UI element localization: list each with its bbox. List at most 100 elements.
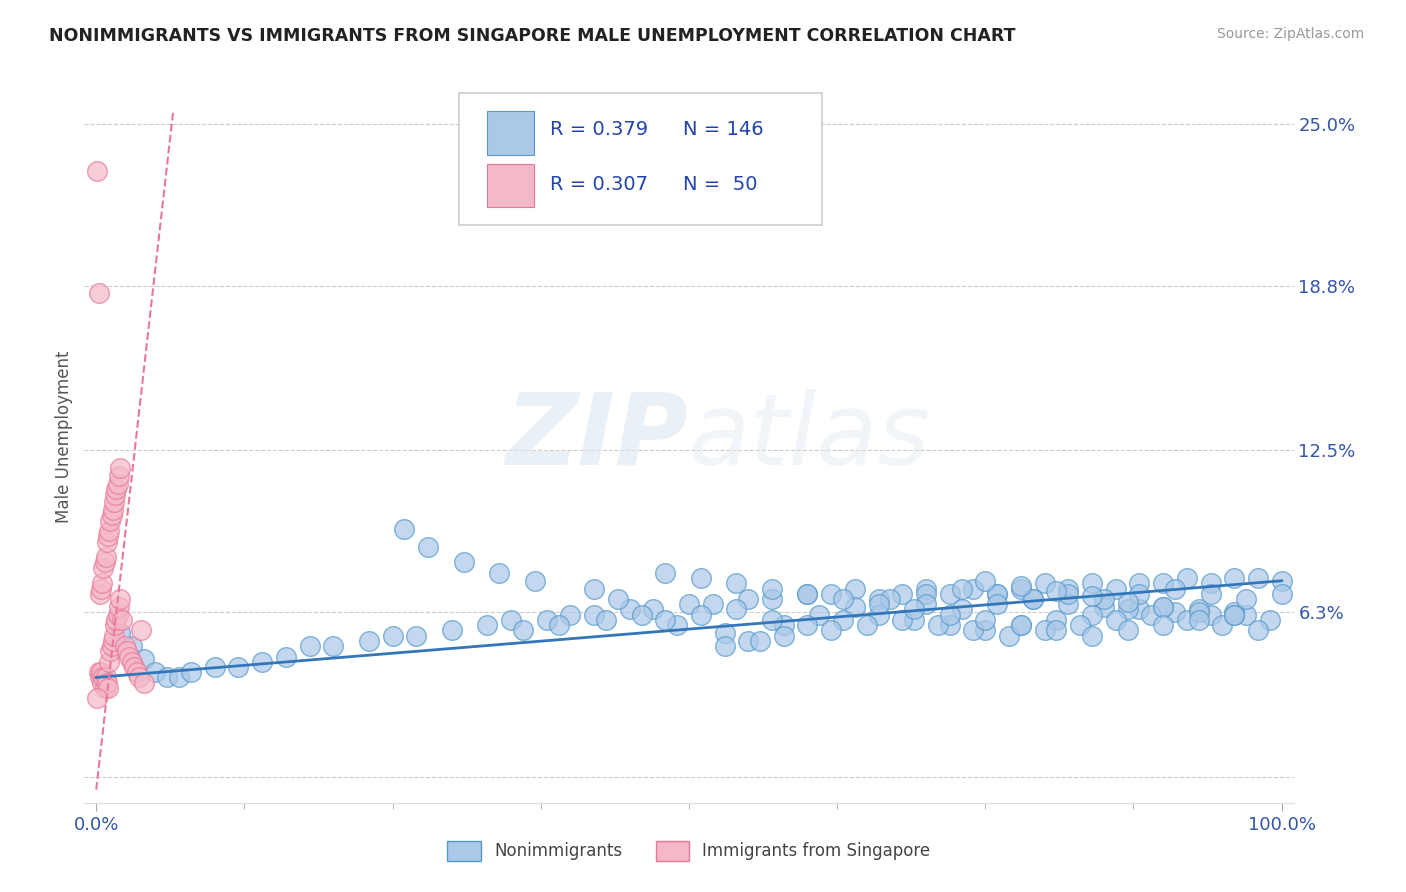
Point xyxy=(89,587,111,601)
Point xyxy=(654,566,676,580)
Point xyxy=(1081,590,1104,604)
Point xyxy=(91,576,114,591)
Point xyxy=(156,670,179,684)
Point xyxy=(1116,594,1139,608)
Point xyxy=(1247,571,1270,585)
Point xyxy=(666,618,689,632)
Point xyxy=(1128,587,1150,601)
Point xyxy=(100,639,122,653)
Point xyxy=(868,592,890,607)
Point xyxy=(1175,613,1198,627)
Point xyxy=(1211,618,1233,632)
Point xyxy=(737,633,759,648)
Point xyxy=(405,629,427,643)
Point xyxy=(1188,613,1211,627)
Point xyxy=(107,477,129,491)
Point xyxy=(1081,607,1104,622)
Point xyxy=(1057,587,1080,601)
Point xyxy=(96,675,118,690)
Point xyxy=(228,660,250,674)
Point xyxy=(105,613,128,627)
Point xyxy=(619,602,641,616)
Point xyxy=(915,582,938,596)
Point xyxy=(891,587,914,601)
Point xyxy=(1116,624,1139,638)
Point xyxy=(122,660,145,674)
Point xyxy=(986,587,1008,601)
Point xyxy=(90,582,112,596)
Point xyxy=(855,618,877,632)
Point xyxy=(962,582,984,596)
Point xyxy=(713,639,735,653)
Point xyxy=(274,649,297,664)
Point xyxy=(105,483,128,497)
FancyBboxPatch shape xyxy=(486,111,534,154)
Point xyxy=(129,624,152,638)
Point xyxy=(1223,607,1246,622)
Point xyxy=(868,607,890,622)
Point xyxy=(702,597,724,611)
Point xyxy=(1105,582,1128,596)
Point xyxy=(100,514,122,528)
Point xyxy=(87,665,110,680)
Point xyxy=(1199,587,1222,601)
Point xyxy=(108,592,131,607)
Point xyxy=(678,597,700,611)
Point xyxy=(606,592,628,607)
Point xyxy=(1164,582,1187,596)
Point xyxy=(108,461,131,475)
Point xyxy=(974,613,997,627)
Text: R = 0.307: R = 0.307 xyxy=(550,176,648,194)
Point xyxy=(654,613,676,627)
Point xyxy=(180,665,202,680)
Point xyxy=(115,644,138,658)
Point xyxy=(118,649,141,664)
Point xyxy=(132,652,155,666)
Point xyxy=(737,592,759,607)
Point xyxy=(1092,599,1115,614)
Point xyxy=(98,524,121,538)
Point xyxy=(796,587,818,601)
Point xyxy=(1271,587,1294,601)
Point xyxy=(1105,613,1128,627)
Point xyxy=(357,633,380,648)
Point xyxy=(418,540,440,554)
Point xyxy=(1152,599,1174,614)
Point xyxy=(1010,579,1032,593)
Point xyxy=(772,629,794,643)
Point xyxy=(844,599,866,614)
Point xyxy=(761,592,783,607)
Text: NONIMMIGRANTS VS IMMIGRANTS FROM SINGAPORE MALE UNEMPLOYMENT CORRELATION CHART: NONIMMIGRANTS VS IMMIGRANTS FROM SINGAPO… xyxy=(49,27,1015,45)
Text: atlas: atlas xyxy=(689,389,931,485)
Point xyxy=(796,618,818,632)
Point xyxy=(1033,624,1056,638)
Point xyxy=(104,487,127,501)
Point xyxy=(91,560,114,574)
Point xyxy=(772,618,794,632)
Point xyxy=(1033,576,1056,591)
Point xyxy=(1247,624,1270,638)
Point xyxy=(97,681,120,695)
Point xyxy=(927,618,949,632)
Point xyxy=(94,550,117,565)
Point xyxy=(998,629,1021,643)
Point xyxy=(1223,607,1246,622)
Point xyxy=(761,613,783,627)
Y-axis label: Male Unemployment: Male Unemployment xyxy=(55,351,73,524)
Point xyxy=(868,597,890,611)
Point xyxy=(100,644,122,658)
Point xyxy=(96,534,118,549)
Point xyxy=(1223,605,1246,619)
Point xyxy=(101,503,124,517)
Point xyxy=(1140,607,1163,622)
Point xyxy=(1234,607,1257,622)
Point xyxy=(713,626,735,640)
Point xyxy=(125,665,148,680)
Point xyxy=(121,655,143,669)
Point xyxy=(938,587,960,601)
Point xyxy=(820,624,842,638)
Point xyxy=(1045,613,1067,627)
Point xyxy=(832,613,855,627)
Point xyxy=(103,495,125,509)
Point xyxy=(501,613,523,627)
